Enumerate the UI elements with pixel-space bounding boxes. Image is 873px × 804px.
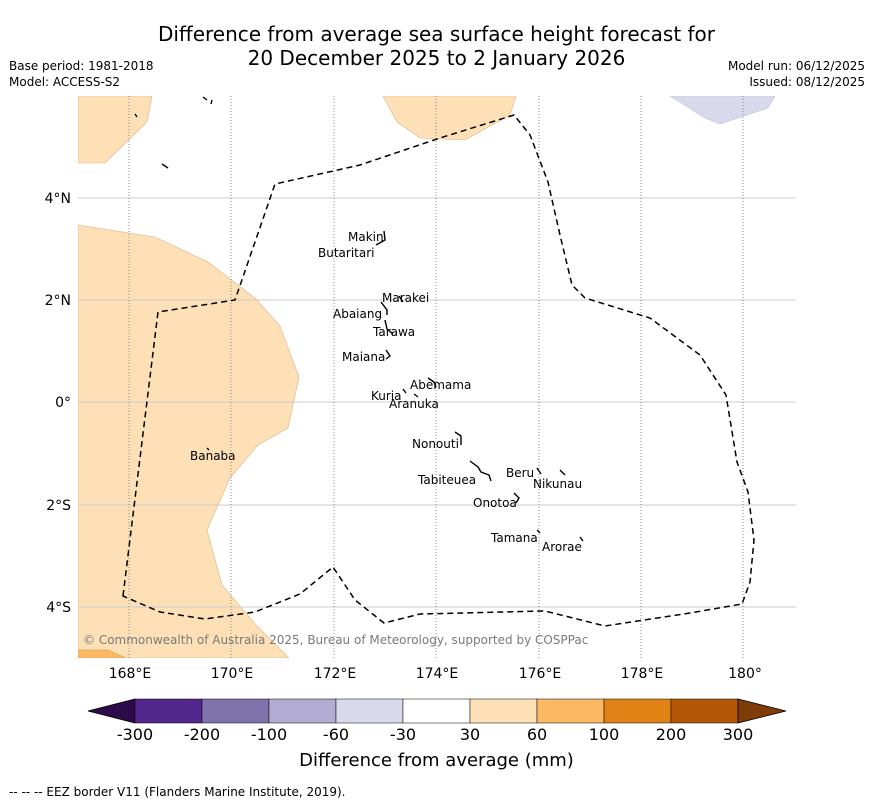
label-nikunau: Nikunau [533, 477, 582, 491]
base-period: Base period: 1981-2018 [9, 59, 154, 73]
lon-label: 174°E [416, 666, 459, 682]
metadata-left: Base period: 1981-2018 Model: ACCESS-S2 [9, 58, 154, 90]
colorbar-extension-low [87, 698, 136, 724]
label-abaiang: Abaiang [333, 307, 382, 321]
latitude-gridlines [78, 197, 796, 608]
island-marakei [398, 295, 404, 303]
metadata-right: Model run: 06/12/2025 Issued: 08/12/2025 [728, 58, 865, 90]
island-aranuka [413, 393, 419, 398]
island-small-1 [202, 96, 208, 101]
colorbar-tick-label: -100 [251, 725, 287, 744]
colorbar-tick-label: 60 [527, 725, 547, 744]
colorbar-segment [469, 698, 538, 724]
label-tamana: Tamana [490, 531, 538, 545]
colorbar-tick-label: -300 [117, 725, 153, 744]
colorbar-tick-label: -60 [323, 725, 349, 744]
colorbar-segment [134, 698, 203, 724]
lon-label: 168°E [109, 666, 152, 682]
lon-label: 172°E [314, 666, 357, 682]
colorbar-tick-label: 200 [656, 725, 687, 744]
colorbar-segment [268, 698, 337, 724]
island-abaiang [380, 301, 388, 315]
colorbar-label: Difference from average (mm) [299, 750, 574, 771]
lat-label: 0° [55, 395, 71, 411]
island-banaba [206, 447, 210, 451]
lat-label: 4°N [45, 191, 71, 207]
map-title: Difference from average sea surface heig… [0, 22, 873, 70]
map-area: Makin Butaritari Marakei Abaiang Tarawa … [78, 96, 796, 658]
longitude-labels: 168°E 170°E 172°E 174°E 176°E 178°E 180° [109, 666, 762, 682]
island-tamana [536, 529, 541, 534]
label-makin: Makin [348, 230, 384, 244]
colorbar-segment [670, 698, 739, 724]
island-abemama [427, 377, 437, 388]
colorbar-segment [335, 698, 404, 724]
label-tarawa: Tarawa [372, 325, 415, 339]
place-labels: Makin Butaritari Marakei Abaiang Tarawa … [190, 230, 582, 554]
label-banaba: Banaba [190, 449, 236, 463]
anomaly-region-northwest [78, 96, 153, 164]
island-nikunau [559, 469, 566, 476]
island-arorae [579, 536, 584, 542]
colorbar-extension-high [737, 698, 787, 724]
anomaly-region-north [382, 96, 517, 141]
island-beru [536, 467, 542, 475]
copyright-credit: © Commonwealth of Australia 2025, Bureau… [83, 633, 588, 647]
label-beru: Beru [506, 466, 534, 480]
island-makin [375, 230, 386, 246]
island-nonouti [454, 431, 462, 445]
colorbar-tick-label: 100 [589, 725, 620, 744]
label-onotoa: Onotoa [473, 496, 517, 510]
colorbar-segment [402, 698, 471, 724]
island-tarawa [384, 319, 394, 335]
eez-border [122, 114, 755, 627]
island-small-2 [210, 99, 213, 105]
colorbar-tick-label: 300 [723, 725, 754, 744]
lat-label: 2°N [45, 293, 71, 309]
colorbar-tick-label: -200 [184, 725, 220, 744]
colorbar-tick-label: 30 [460, 725, 480, 744]
lat-label: 4°S [46, 600, 71, 616]
colorbar: -300 -200 -100 -60 -30 30 60 100 200 300 [87, 698, 787, 744]
label-butaritari: Butaritari [318, 246, 375, 260]
label-marakei: Marakei [382, 291, 429, 305]
anomaly-region-northeast [669, 96, 776, 125]
anomaly-region-southwest [78, 649, 127, 658]
eez-footnote: -- -- -- EEZ border V11 (Flanders Marine… [9, 785, 346, 799]
issued-date: Issued: 08/12/2025 [749, 75, 865, 89]
island-onotoa [513, 492, 520, 504]
colorbar-segment [201, 698, 270, 724]
longitude-gridlines [128, 96, 744, 658]
model-name: Model: ACCESS-S2 [9, 75, 121, 89]
label-tabiteuea: Tabiteuea [417, 473, 476, 487]
lon-label: 176°E [519, 666, 562, 682]
label-maiana: Maiana [342, 350, 385, 364]
model-run: Model run: 06/12/2025 [727, 59, 865, 73]
label-aranuka: Aranuka [389, 397, 439, 411]
lat-label: 2°S [46, 498, 71, 514]
island-kuria [402, 388, 407, 394]
label-abemama: Abemama [410, 378, 471, 392]
island-small-4 [161, 163, 169, 169]
lon-label: 178°E [621, 666, 664, 682]
title-line-1: Difference from average sea surface heig… [157, 22, 716, 46]
islands [134, 96, 584, 542]
title-line-2: 20 December 2025 to 2 January 2026 [247, 46, 626, 70]
latitude-labels: 4°N 2°N 0° 2°S 4°S [45, 191, 72, 616]
colorbar-segment [536, 698, 605, 724]
colorbar-segment [603, 698, 672, 724]
colorbar-tick-label: -30 [390, 725, 416, 744]
lon-label: 170°E [211, 666, 254, 682]
island-small-3 [134, 113, 138, 118]
anomaly-region-west [78, 224, 300, 658]
label-nonouti: Nonouti [412, 437, 459, 451]
island-tabiteuea [469, 460, 492, 482]
label-arorae: Arorae [542, 540, 582, 554]
lon-label: 180° [728, 666, 762, 682]
label-kuria: Kuria [371, 389, 402, 403]
island-maiana [385, 349, 391, 360]
